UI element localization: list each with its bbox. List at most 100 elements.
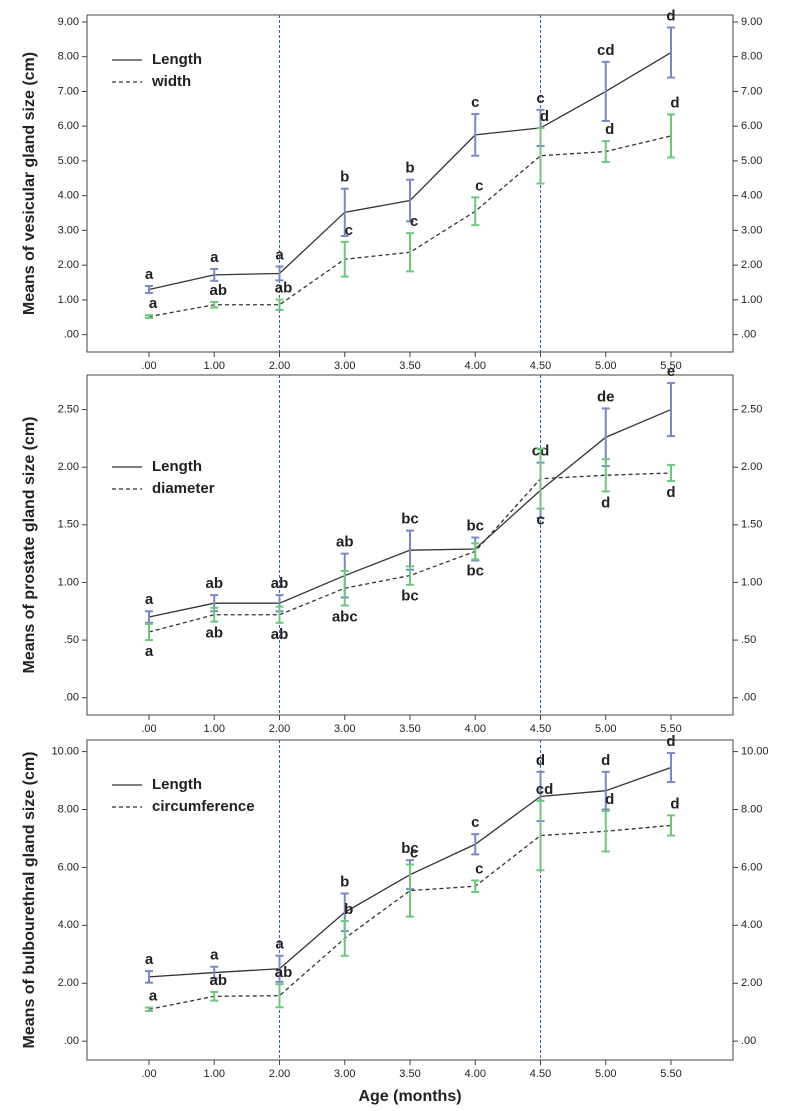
significance-letter: c [536, 512, 544, 529]
legend-label: width [151, 73, 191, 90]
y2-tick-label: .00 [741, 329, 756, 341]
y2-tick-label: 2.00 [741, 259, 762, 271]
y-tick-label: 2.50 [58, 403, 79, 415]
figure: .00 .00 1.00 1.00 2.00 2.00 3.00 3.00 4.00 4.00 5.… [0, 0, 789, 1111]
significance-letter: a [145, 643, 154, 660]
y-tick-label: 3.00 [58, 224, 79, 236]
significance-letter: cd [597, 42, 615, 59]
significance-letter: a [145, 951, 154, 968]
significance-letter: cd [536, 781, 554, 798]
y-tick-label: 4.00 [58, 919, 79, 931]
significance-letter: ab [275, 964, 293, 981]
significance-letter: d [666, 7, 675, 24]
x-tick-label: .00 [141, 360, 156, 372]
y-tick-label: 8.00 [58, 803, 79, 815]
significance-letter: c [536, 90, 544, 107]
x-tick-label: 2.00 [269, 723, 290, 735]
y2-tick-label: 5.00 [741, 155, 762, 167]
significance-letter: c [410, 213, 418, 230]
significance-letter: a [149, 295, 158, 312]
significance-letter: e [667, 363, 675, 380]
significance-letter: ab [205, 625, 223, 642]
significance-letter: a [145, 266, 154, 283]
significance-letter: abc [332, 608, 358, 625]
significance-letter: a [210, 249, 219, 266]
significance-letter: d [540, 108, 549, 125]
y2-tick-label: 2.00 [741, 461, 762, 473]
significance-letter: a [275, 936, 284, 953]
y2-tick-label: .00 [741, 692, 756, 704]
significance-letter: c [471, 94, 479, 111]
y2-tick-label: 9.00 [741, 16, 762, 28]
significance-letter: a [145, 591, 154, 608]
x-tick-label: 3.00 [334, 360, 355, 372]
significance-letter: c [345, 222, 353, 239]
significance-letter: d [670, 795, 679, 812]
y2-tick-label: 1.00 [741, 294, 762, 306]
significance-letter: a [149, 988, 158, 1005]
x-tick-label: 4.00 [465, 360, 486, 372]
y2-tick-label: 6.00 [741, 861, 762, 873]
x-tick-label: 4.00 [465, 723, 486, 735]
x-tick-label: 5.00 [595, 360, 616, 372]
significance-letter: a [275, 247, 284, 264]
y2-tick-label: 1.00 [741, 576, 762, 588]
x-tick-label: 1.00 [204, 360, 225, 372]
y-tick-label: 5.00 [58, 155, 79, 167]
significance-letter: d [666, 484, 675, 501]
x-tick-label: .00 [141, 723, 156, 735]
x-tick-label: 3.00 [334, 1068, 355, 1080]
x-tick-label: 4.00 [465, 1068, 486, 1080]
x-tick-label: 3.50 [399, 1068, 420, 1080]
y-tick-label: 1.00 [58, 294, 79, 306]
significance-letter: d [605, 791, 614, 808]
significance-letter: ab [271, 575, 289, 592]
x-tick-label: .00 [141, 1068, 156, 1080]
y2-tick-label: .00 [741, 1035, 756, 1047]
significance-letter: ab [271, 626, 289, 643]
y-tick-label: 1.50 [58, 519, 79, 531]
significance-letter: c [475, 860, 483, 877]
significance-letter: bc [466, 517, 484, 534]
significance-letter: d [670, 94, 679, 111]
significance-letter: ab [209, 282, 227, 299]
y2-tick-label: 6.00 [741, 120, 762, 132]
significance-letter: ab [275, 280, 293, 297]
significance-letter: ab [209, 972, 227, 989]
y-tick-label: 4.00 [58, 190, 79, 202]
x-tick-label: 1.00 [204, 723, 225, 735]
y-tick-label: 6.00 [58, 861, 79, 873]
x-tick-label: 3.00 [334, 723, 355, 735]
significance-letter: bc [401, 588, 419, 605]
x-tick-label: 5.00 [595, 1068, 616, 1080]
y2-tick-label: 7.00 [741, 85, 762, 97]
significance-letter: ab [205, 575, 223, 592]
y-tick-label: 10.00 [51, 745, 79, 757]
x-axis-title: Age (months) [358, 1088, 461, 1105]
y2-tick-label: 2.00 [741, 977, 762, 989]
x-tick-label: 5.50 [660, 1068, 681, 1080]
x-tick-label: 2.00 [269, 360, 290, 372]
legend-label: circumference [152, 798, 255, 815]
x-tick-label: 4.50 [530, 360, 551, 372]
significance-letter: d [666, 733, 675, 750]
legend-label: Length [152, 776, 202, 793]
x-tick-label: 5.00 [595, 723, 616, 735]
legend-label: diameter [152, 480, 215, 497]
y-tick-label: 6.00 [58, 120, 79, 132]
significance-letter: b [405, 160, 414, 177]
y-tick-label: 2.00 [58, 461, 79, 473]
y2-tick-label: 8.00 [741, 51, 762, 63]
y-tick-label: 9.00 [58, 16, 79, 28]
x-tick-label: 3.50 [399, 360, 420, 372]
x-tick-label: 4.50 [530, 723, 551, 735]
y-tick-label: 1.00 [58, 576, 79, 588]
significance-letter: c [471, 814, 479, 831]
y-tick-label: 2.00 [58, 977, 79, 989]
y-axis-title: Means of prostate gland size (cm) [21, 417, 38, 674]
x-tick-label: 4.50 [530, 1068, 551, 1080]
significance-letter: ab [336, 534, 354, 551]
significance-letter: bc [466, 562, 484, 579]
y-tick-label: 7.00 [58, 85, 79, 97]
x-tick-label: 1.00 [204, 1068, 225, 1080]
